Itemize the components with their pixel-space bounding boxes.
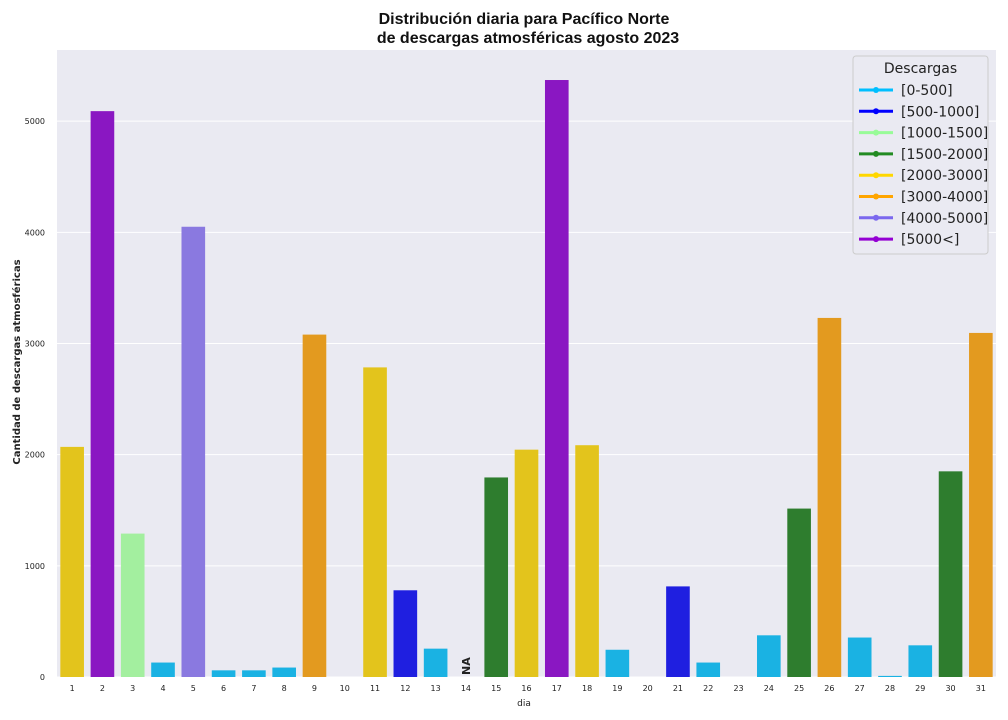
chart-title-line-2: de descargas atmosféricas agosto 2023: [377, 30, 679, 47]
x-tick-label: 19: [612, 684, 622, 693]
x-tick-label: 18: [582, 684, 592, 693]
bar: [878, 675, 902, 677]
x-tick-label: 12: [400, 684, 410, 693]
legend-swatch-marker: [873, 193, 879, 200]
bar: [757, 635, 781, 677]
x-tick-label: 15: [491, 684, 501, 693]
y-tick-label: 3000: [25, 339, 45, 348]
legend-swatch-marker: [873, 150, 879, 157]
bar: [60, 446, 84, 677]
legend-swatch-marker: [873, 236, 879, 243]
x-axis-label: dia: [517, 699, 531, 709]
x-tick-label: 11: [370, 684, 380, 693]
x-tick-label: 14: [461, 684, 471, 693]
legend-swatch-marker: [873, 172, 879, 179]
x-tick-label: 4: [160, 684, 165, 693]
bar: [544, 80, 569, 677]
bar: [484, 477, 509, 677]
bar: [181, 226, 206, 678]
y-tick-label: 5000: [25, 117, 45, 126]
legend-swatch-marker: [873, 214, 879, 221]
legend-label: [1000-1500]: [901, 126, 988, 142]
x-tick-label: 9: [312, 684, 317, 693]
bar: [302, 334, 327, 677]
x-tick-label: 20: [643, 684, 653, 693]
x-tick-label: 31: [976, 684, 986, 693]
x-tick-label: 24: [764, 684, 774, 693]
legend-swatch-marker: [873, 129, 879, 136]
missing-value-label: NA: [460, 657, 473, 675]
legend: Descargas [0-500] [500-1000] [1000-1500] [15…: [852, 55, 989, 255]
bar: [817, 317, 842, 677]
y-tick-label: 0: [40, 673, 45, 682]
bar: [211, 670, 236, 677]
legend-label: [1500-2000]: [901, 147, 988, 163]
legend-label: [5000<]: [901, 232, 959, 248]
legend-label: [4000-5000]: [901, 211, 988, 227]
x-tick-label: 7: [251, 684, 256, 693]
x-tick-label: 25: [794, 684, 804, 693]
bar: [272, 667, 296, 677]
y-tick-label: 4000: [25, 228, 45, 237]
x-tick-label: 30: [945, 684, 955, 693]
bar: [938, 471, 963, 677]
bar: [363, 367, 387, 677]
x-tick-label: 3: [130, 684, 135, 693]
bar: [787, 508, 811, 677]
y-axis-label: Cantidad de descargas atmosféricas: [11, 259, 23, 464]
x-tick-label: 29: [915, 684, 925, 693]
x-tick-label: 13: [431, 684, 441, 693]
x-tick-label: 8: [282, 684, 287, 693]
x-tick-label: 28: [885, 684, 895, 693]
legend-box: [852, 55, 989, 255]
y-tick-label: 1000: [25, 562, 45, 571]
legend-label: [2000-3000]: [901, 168, 988, 184]
x-tick-label: 1: [70, 684, 75, 693]
legend-label: [500-1000]: [901, 104, 979, 120]
bar: [151, 662, 175, 677]
x-tick-label: 10: [340, 684, 350, 693]
bar: [514, 449, 539, 677]
bar: [242, 670, 266, 677]
legend-swatch-marker: [873, 87, 879, 93]
x-tick-label: 17: [552, 684, 562, 693]
bar: [847, 637, 872, 677]
x-tick-label: 5: [191, 684, 196, 693]
bar: [393, 590, 418, 677]
bar: [696, 662, 721, 677]
x-tick-label: 16: [521, 684, 531, 693]
bar: [605, 649, 630, 677]
legend-swatch-marker: [873, 108, 879, 115]
y-tick-label: 2000: [25, 451, 45, 460]
bar: [575, 445, 599, 677]
bar: [666, 586, 690, 677]
x-tick-label: 21: [673, 684, 683, 693]
x-tick-label: 26: [824, 684, 834, 693]
legend-title: Descargas: [884, 61, 957, 77]
bar: [120, 533, 145, 677]
x-tick-label: 27: [855, 684, 865, 693]
bar: [423, 648, 448, 677]
bar: [908, 645, 933, 677]
bars: NA: [60, 80, 993, 678]
legend-label: [0-500]: [901, 83, 953, 99]
x-tick-label: 22: [703, 684, 713, 693]
chart-title-line-1: Distribución diaria para Pacífico Norte: [379, 11, 670, 28]
legend-label: [3000-4000]: [901, 190, 988, 206]
x-tick-label: 6: [221, 684, 226, 693]
bar: [90, 111, 115, 677]
bar: [969, 332, 993, 677]
x-tick-label: 2: [100, 684, 105, 693]
x-tick-label: 23: [733, 684, 743, 693]
